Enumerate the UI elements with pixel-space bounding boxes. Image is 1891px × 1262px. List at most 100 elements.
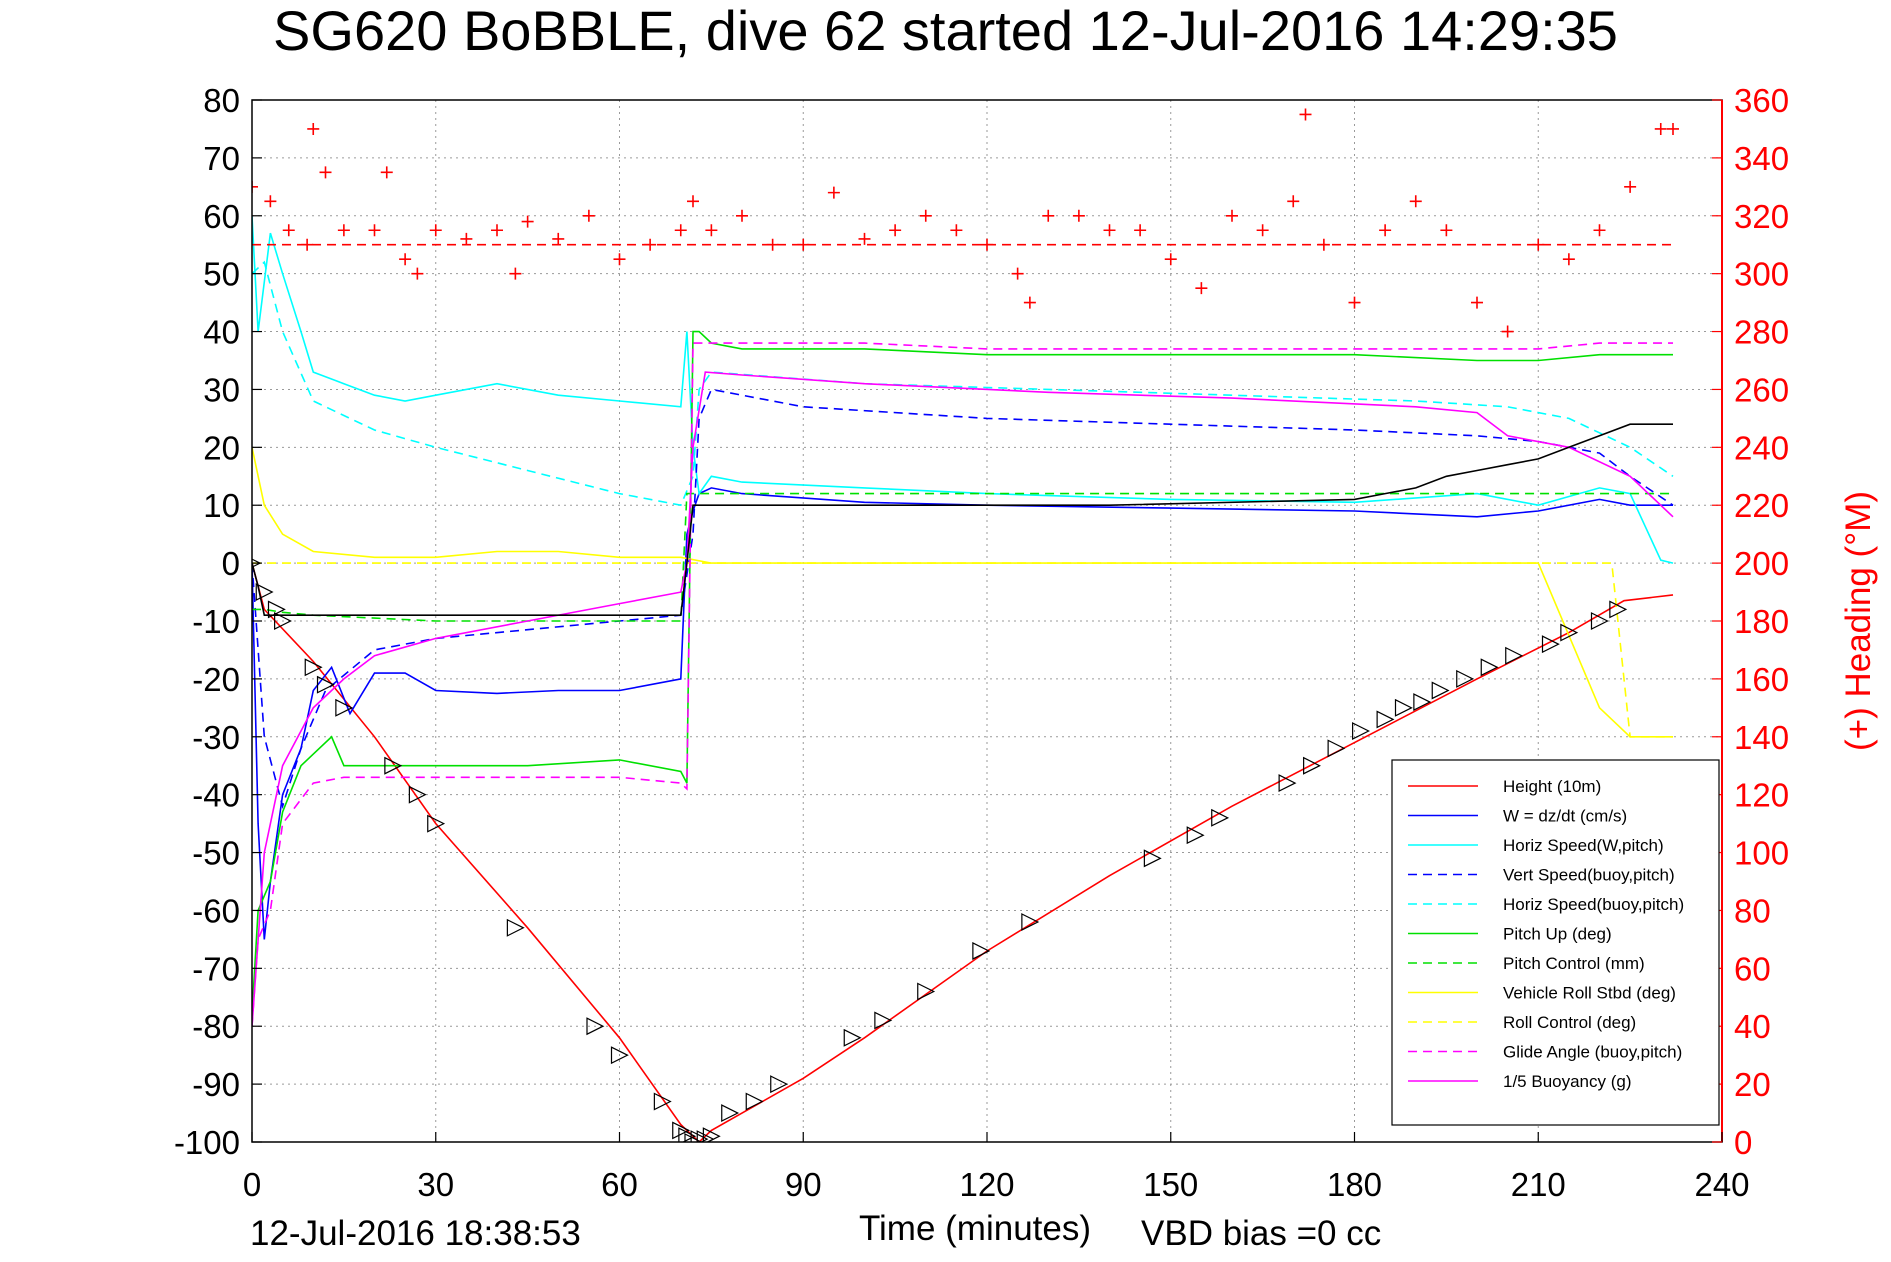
height-marker — [427, 814, 446, 833]
heading-point — [429, 224, 442, 237]
x-tick-label: 30 — [417, 1166, 454, 1203]
footer-timestamp: 12-Jul-2016 18:38:53 — [250, 1214, 581, 1253]
height-marker — [1211, 808, 1230, 827]
heading-point — [1379, 224, 1392, 237]
heading-point — [687, 195, 699, 208]
height-marker — [1186, 826, 1205, 845]
height-marker — [1560, 623, 1579, 642]
heading-point — [1256, 224, 1269, 237]
series-line — [252, 487, 1673, 940]
heading-point — [552, 232, 565, 245]
series-1-5-buoyancy-g — [252, 371, 1674, 1027]
y-tick-label-left: -50 — [192, 835, 240, 872]
y-tick-label-left: -10 — [192, 603, 240, 640]
height-marker — [506, 918, 525, 937]
height-marker — [304, 658, 323, 677]
y-tick-label-left: -40 — [192, 777, 240, 814]
height-marker — [745, 1092, 764, 1111]
height-marker — [1590, 612, 1609, 630]
height-marker — [672, 1121, 691, 1140]
height-marker — [721, 1104, 740, 1123]
height-marker — [972, 941, 991, 960]
y-tick-label-left: 20 — [203, 429, 240, 466]
height-marker — [917, 982, 936, 1001]
height-marker — [843, 1028, 862, 1047]
heading-point — [950, 224, 963, 237]
y-tick-label-left: 10 — [203, 487, 240, 524]
legend: Height (10m) W = dz/dt (cm/s) Horiz Speed(… — [1391, 759, 1720, 1126]
height-marker — [678, 1127, 697, 1142]
heading-point — [252, 180, 258, 193]
series-glide-angle-buoy-pitch — [252, 342, 1673, 1027]
series-line — [252, 371, 1674, 1027]
height-marker — [408, 785, 427, 804]
heading-point — [1287, 195, 1300, 208]
height-marker — [770, 1075, 789, 1094]
y-tick-label-left: 30 — [203, 371, 240, 408]
series-line — [252, 260, 1674, 507]
x-axis-label: Time (minutes) — [859, 1209, 1091, 1248]
heading-point — [705, 224, 718, 237]
height-marker — [610, 1046, 629, 1065]
heading-point — [1072, 209, 1085, 222]
series-line — [252, 388, 1674, 810]
y-tick-label-left: 0 — [222, 545, 240, 582]
heading-point — [491, 224, 503, 237]
legend-label: 1/5 Buoyancy (g) — [1503, 1072, 1632, 1091]
y-tick-label-left: -70 — [192, 950, 240, 987]
heading-point — [1409, 195, 1422, 208]
legend-label: Vert Speed(buoy,pitch) — [1503, 866, 1675, 885]
x-tick-label: 180 — [1327, 1166, 1382, 1203]
height-marker — [335, 698, 354, 717]
series-pitch-control-mm — [252, 492, 1673, 622]
y-tick-label-left: 40 — [203, 314, 240, 351]
series-horiz-speed-w-pitch — [252, 215, 1674, 564]
height-marker — [255, 583, 274, 602]
x-tick-label: 120 — [959, 1166, 1014, 1203]
height-marker — [696, 1130, 715, 1142]
height-marker — [1431, 681, 1450, 700]
y-tick-label-right: 80 — [1734, 892, 1771, 929]
legend-label: W = dz/dt (cm/s) — [1503, 807, 1627, 826]
series-horiz-speed-buoy-pitch — [252, 260, 1674, 507]
x-tick-label: 210 — [1511, 1166, 1566, 1203]
legend-label: Pitch Control (mm) — [1503, 954, 1645, 973]
height-marker — [1480, 658, 1499, 677]
footer-vbd-bias: VBD bias =0 cc — [1141, 1214, 1382, 1253]
heading-point — [1654, 122, 1667, 135]
series-line — [252, 215, 1674, 564]
heading-point — [337, 224, 350, 237]
heading-point — [1348, 296, 1361, 309]
heading-point — [307, 122, 320, 135]
x-tick-label: 150 — [1143, 1166, 1198, 1203]
heading-point — [1440, 224, 1453, 237]
x-tick-label: 60 — [601, 1166, 638, 1203]
y-tick-label-right: 200 — [1734, 545, 1789, 582]
heading-point — [264, 195, 277, 208]
height-marker — [653, 1092, 672, 1111]
legend-label: Height (10m) — [1503, 777, 1601, 796]
series-line — [252, 330, 1673, 1015]
heading-point — [613, 253, 626, 266]
heading-point — [1042, 209, 1055, 222]
right-axis-label: (+) Heading (°M) — [1839, 491, 1878, 751]
heading-point — [1023, 296, 1036, 309]
y-tick-label-left: -60 — [192, 892, 240, 929]
y-tick-label-right: 0 — [1734, 1124, 1752, 1161]
height-marker — [586, 1017, 605, 1036]
height-marker — [1541, 635, 1560, 654]
y-tick-label-right: 280 — [1734, 314, 1789, 351]
heading-point — [1134, 224, 1147, 237]
y-tick-label-left: -30 — [192, 719, 240, 756]
height-marker — [690, 1130, 709, 1142]
y-tick-label-right: 20 — [1734, 1066, 1771, 1103]
y-tick-label-left: 50 — [203, 256, 240, 293]
heading-point — [460, 232, 473, 245]
heading-point — [521, 215, 534, 228]
y-tick-label-left: 80 — [203, 82, 240, 119]
y-tick-label-left: 70 — [203, 140, 240, 177]
heading-point — [582, 209, 595, 222]
heading-point — [1011, 267, 1024, 280]
height-marker — [702, 1127, 721, 1142]
